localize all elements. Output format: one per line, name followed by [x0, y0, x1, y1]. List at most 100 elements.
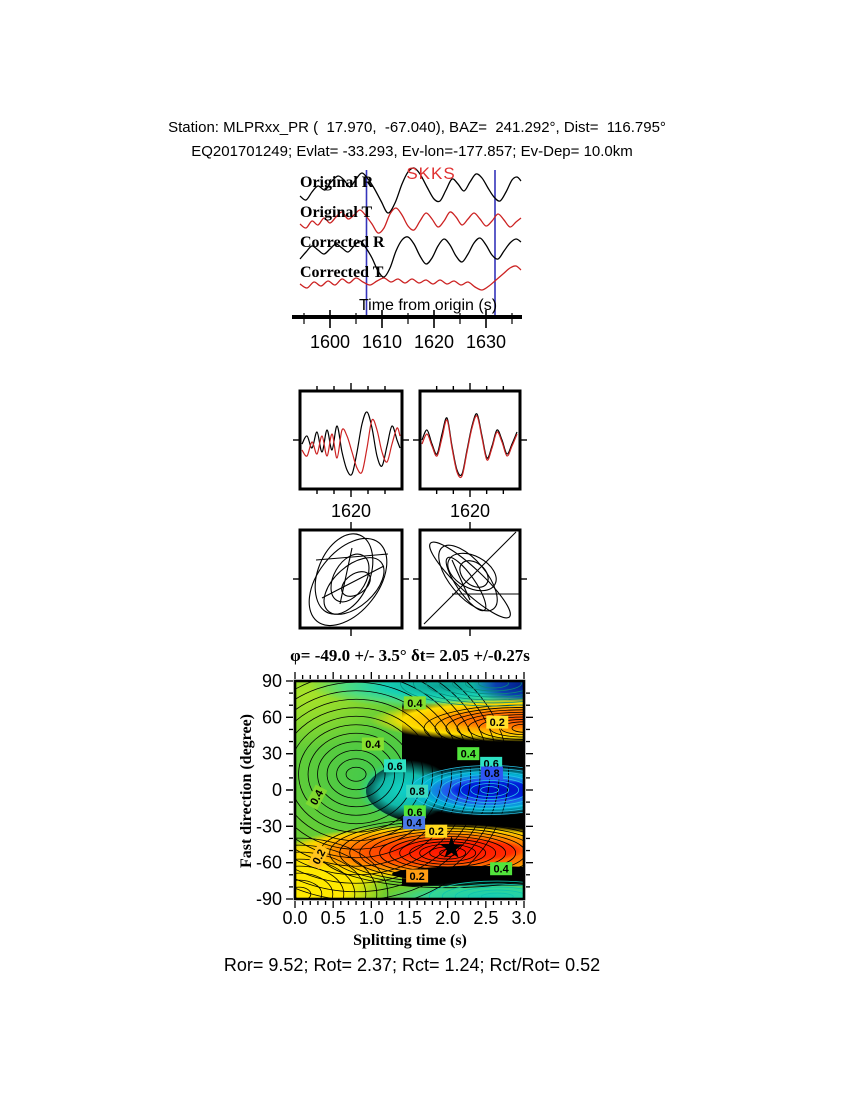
particle-motion-left-loop	[330, 553, 370, 603]
contour-label-bg	[406, 784, 429, 798]
contour-ring	[409, 841, 487, 865]
time-axis-title: Time from origin (s)	[358, 297, 498, 314]
particle-motion-left-loop	[308, 537, 388, 627]
y-axis-tick-label: 0	[272, 780, 282, 800]
contour-label-text: 0.4	[493, 864, 509, 876]
contour-ring	[295, 837, 389, 899]
particle-motion-left-segment	[321, 565, 385, 599]
window-wave-left-red	[301, 418, 401, 474]
contour-label-text: 0.4	[407, 698, 423, 710]
particle-motion-right	[423, 531, 519, 625]
contour-ylabel: Fast direction (degree)	[238, 713, 255, 869]
contour-ring	[423, 704, 524, 752]
contour-label: 0.4	[403, 816, 426, 830]
contour-ring	[456, 711, 524, 745]
contour-ring	[295, 844, 378, 899]
contour-label: 0.2	[406, 869, 429, 883]
contour-label: 0.8	[406, 784, 429, 798]
contour-ring	[413, 681, 524, 704]
contour-ring	[295, 886, 312, 899]
contour-label-bg	[403, 816, 426, 830]
contour-label: 0.8	[480, 766, 503, 780]
contour-label-bg	[490, 862, 513, 876]
y-axis-tick-label: -60	[256, 853, 282, 873]
particle-motion-right-loop	[429, 541, 511, 619]
contour-label-bg	[403, 805, 426, 819]
x-axis-tick-label: 0.5	[321, 908, 346, 928]
contour-ring	[317, 741, 395, 808]
time-axis-tick-label: 1620	[414, 332, 454, 352]
contour-label: 0.6	[383, 759, 406, 773]
contour-ring	[345, 766, 367, 782]
quality-ratios: Ror= 9.52; Rot= 2.37; Rct= 1.24; Rct/Rot…	[223, 955, 601, 975]
y-axis-tick-label: -90	[256, 889, 282, 909]
contour-ring	[460, 780, 520, 800]
contour-ring	[389, 836, 507, 870]
contour-ring	[399, 838, 497, 868]
time-axis-tick-label: 1610	[362, 332, 402, 352]
contour-label-bg	[486, 715, 509, 729]
contour-ring	[349, 825, 524, 881]
contour-ring	[467, 889, 524, 899]
contour-label-text: 0.6	[387, 761, 402, 773]
contour-ring	[467, 714, 524, 743]
contour-label-bg	[425, 824, 448, 838]
contour-ring	[478, 681, 509, 689]
trace-label-corrected-t: Corrected T	[300, 264, 384, 281]
contour-label-bg	[307, 843, 330, 870]
contour-ring	[434, 707, 524, 750]
window-panels-layer	[293, 383, 527, 636]
window-wave-left-black	[301, 411, 401, 476]
contour-ring	[336, 758, 376, 791]
contour-ring	[400, 681, 524, 707]
contour-ring	[329, 820, 524, 886]
event-info: EQ201701249; Evlat= -33.293, Ev-lon=-177…	[191, 143, 633, 160]
contour-label-text: 0.2	[409, 871, 424, 883]
particle-motion-right-segment	[423, 531, 517, 625]
contour-label-text: 0.4	[365, 739, 381, 751]
contour-label-bg	[305, 784, 328, 811]
trace-label-original-r: Original R	[300, 174, 374, 191]
contour-ring	[295, 858, 356, 899]
contour-ring	[295, 690, 452, 859]
contour-ring	[295, 681, 481, 884]
time-axis-tick-label: 1630	[466, 332, 506, 352]
contour-ring	[445, 709, 524, 748]
contour-label-bg	[406, 869, 429, 883]
contour-ring	[295, 865, 345, 899]
contour-ring	[470, 783, 510, 797]
trace-corrected-t	[299, 265, 522, 291]
contour-ring	[480, 786, 500, 794]
window-right-tick-label: 1620	[449, 501, 491, 521]
contour-ring	[452, 681, 524, 695]
contour-ring	[480, 892, 514, 899]
y-axis-tick-label: 30	[262, 744, 282, 764]
trace-label-original-t: Original T	[300, 204, 373, 221]
contour-ring	[478, 716, 524, 740]
particle-motion-right-loop	[447, 552, 497, 592]
contour-ring	[295, 879, 323, 899]
contour-label: 0.4	[490, 862, 513, 876]
x-axis-tick-label: 1.5	[397, 908, 422, 928]
best-fit-star	[440, 836, 463, 858]
contour-label-bg	[403, 696, 426, 710]
particle-motion-left-loop	[314, 533, 374, 615]
particle-motion-left-segment	[339, 547, 353, 605]
contour-ring	[295, 872, 334, 899]
particle-motion-box-left	[298, 528, 404, 630]
contour-ring	[465, 681, 522, 692]
contour-ring	[326, 749, 386, 799]
particle-motion-left-loop	[323, 557, 385, 615]
particle-motion-left-segment	[315, 553, 389, 561]
contour-ring	[295, 681, 509, 899]
particle-motion-box-right	[418, 528, 522, 630]
contour-label-text: 0.2	[490, 717, 505, 729]
contour-ring	[439, 681, 524, 698]
contour-ring	[307, 732, 405, 816]
contour-ring	[511, 723, 524, 733]
y-axis-tick-label: 90	[262, 671, 282, 691]
window-left-tick-label: 1620	[330, 501, 372, 521]
time-axis-tick-label: 1600	[310, 332, 350, 352]
particle-motion-left-loop	[341, 571, 371, 597]
